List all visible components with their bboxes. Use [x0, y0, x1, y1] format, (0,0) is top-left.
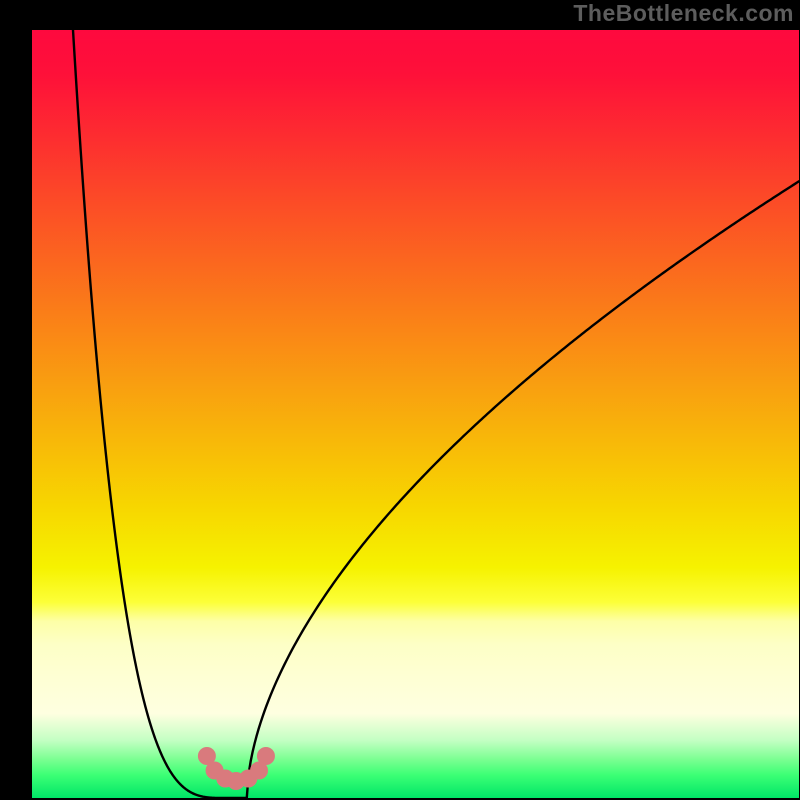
chart-container: TheBottleneck.com: [0, 0, 800, 800]
gradient-background: [32, 30, 799, 798]
bottleneck-curve-chart: [0, 0, 800, 800]
marker-dot: [257, 747, 275, 765]
watermark-text: TheBottleneck.com: [573, 0, 794, 27]
